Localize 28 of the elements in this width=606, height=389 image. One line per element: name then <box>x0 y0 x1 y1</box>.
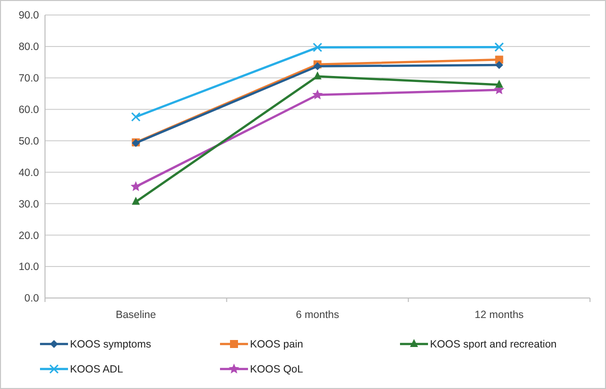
y-tick-label: 60.0 <box>18 104 40 116</box>
x-tick-label: 12 months <box>474 309 524 321</box>
point <box>495 80 504 88</box>
point <box>312 42 322 52</box>
point <box>131 112 141 122</box>
legend-label: KOOS ADL <box>70 364 124 376</box>
point <box>314 71 322 80</box>
y-tick-label: 80.0 <box>18 41 40 54</box>
point <box>494 42 504 52</box>
y-tick-label: 20.0 <box>18 230 40 242</box>
legend-label: KOOS symptoms <box>70 338 152 351</box>
x-tick-label: 6 months <box>296 309 340 321</box>
y-tick-label: 50.0 <box>18 135 40 148</box>
legend-label: KOOS QoL <box>250 364 304 376</box>
point <box>132 196 140 205</box>
point <box>312 89 323 100</box>
y-tick-label: 10.0 <box>18 261 40 274</box>
legend-label: KOOS pain <box>250 338 304 351</box>
y-tick-label: 40.0 <box>18 166 40 179</box>
y-tick-label: 70.0 <box>18 72 40 85</box>
point <box>495 56 504 64</box>
y-tick-label: 90.0 <box>18 10 40 22</box>
x-tick-label: Baseline <box>116 309 156 321</box>
point <box>495 60 504 69</box>
legend-label: KOOS sport and recreation <box>430 338 557 351</box>
y-tick-label: 30.0 <box>18 198 40 210</box>
y-tick-label: 0.0 <box>24 292 40 305</box>
point <box>130 181 142 192</box>
